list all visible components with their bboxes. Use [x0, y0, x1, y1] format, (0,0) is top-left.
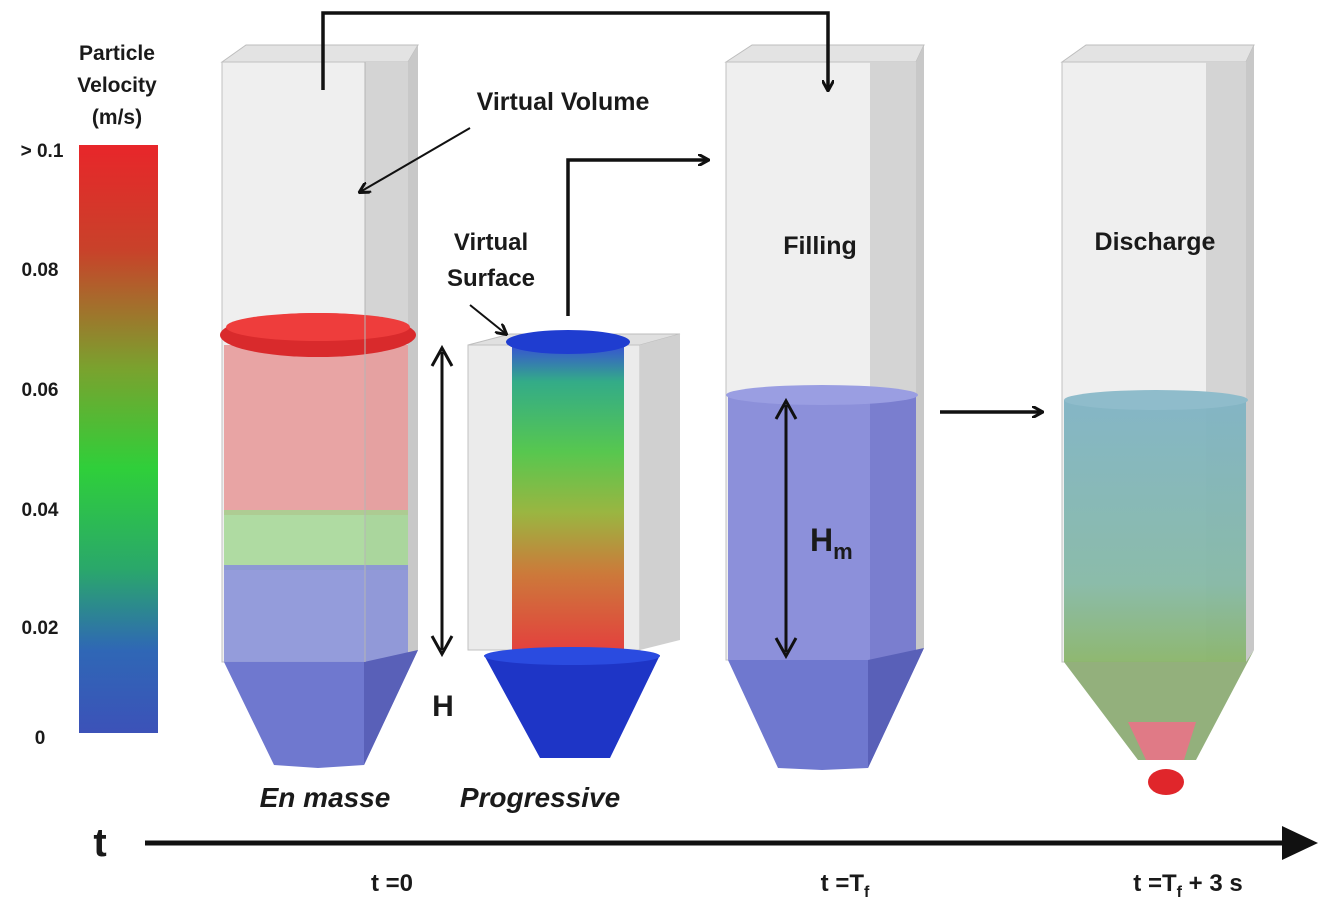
progressive-top-surface: [506, 330, 630, 354]
timeline-t0: t =0: [371, 870, 413, 897]
progressive-hopper: [484, 655, 660, 758]
en-masse-blue-region: [224, 565, 408, 662]
silo-filling: [726, 45, 924, 770]
progressive-particle-column: [512, 345, 624, 650]
silo-progressive: [468, 330, 680, 758]
legend-tick-004: 0.04: [22, 500, 59, 521]
legend-tick-008: 0.08: [22, 260, 59, 281]
legend-tick-max: > 0.1: [21, 141, 64, 162]
discharge-bed: [1064, 400, 1246, 662]
legend-color-bar: [79, 145, 158, 733]
legend-tick-006: 0.06: [22, 380, 59, 401]
label-virtual-volume: Virtual Volume: [477, 88, 650, 116]
legend-title-line-3: (m/s): [92, 106, 142, 129]
velocity-legend: Particle Velocity (m/s) > 0.1 0.08 0.06 …: [21, 42, 158, 749]
timeline-tf: t =Tf: [821, 870, 870, 900]
flow-arrows: [323, 13, 1042, 656]
legend-tick-zero: 0: [35, 728, 46, 749]
legend-title-line-2: Velocity: [77, 74, 157, 97]
discharge-outflow: [1148, 769, 1184, 795]
timeline-arrowhead: [1282, 826, 1318, 860]
silo-en-masse: [220, 45, 418, 768]
arrow-virtual-surface: [470, 305, 506, 334]
label-height-h: H: [432, 690, 454, 723]
timeline-tf-plus-3s: t =Tf + 3 s: [1133, 870, 1242, 900]
arrow-progressive-to-filling: [568, 160, 708, 316]
en-masse-red-region: [224, 345, 408, 515]
label-discharge: Discharge: [1095, 228, 1216, 256]
silo-discharge: [1062, 45, 1254, 795]
label-en-masse: En masse: [260, 782, 391, 813]
label-filling: Filling: [783, 232, 857, 260]
en-masse-green-band: [224, 510, 408, 570]
timeline: t t =0 t =Tf t =Tf + 3 s: [93, 821, 1318, 900]
label-virtual-surface-2: Surface: [447, 265, 535, 292]
legend-tick-002: 0.02: [22, 618, 59, 639]
legend-title-line-1: Particle: [79, 42, 155, 65]
label-progressive: Progressive: [460, 782, 620, 813]
label-virtual-surface-1: Virtual: [454, 229, 528, 256]
timeline-axis-label: t: [93, 821, 106, 865]
